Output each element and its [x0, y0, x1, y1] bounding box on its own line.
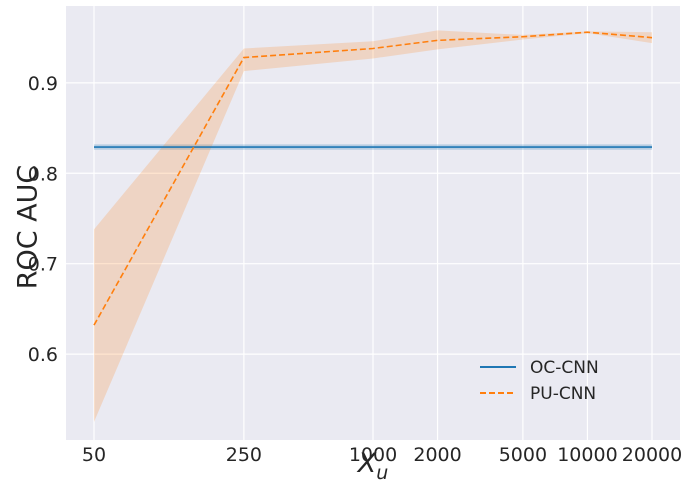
x-axis-label: Xu — [356, 448, 389, 484]
x-tick-label-10000: 10000 — [557, 444, 617, 466]
y-tick-label-0.9: 0.9 — [28, 73, 58, 95]
y-tick-labels: 0.6 0.7 0.8 0.9 — [28, 73, 58, 366]
x-tick-label-20000: 20000 — [622, 444, 682, 466]
x-tick-labels: 50 250 1000 2000 5000 10000 20000 — [82, 444, 682, 466]
legend-label-pu-cnn: PU-CNN — [530, 384, 596, 404]
x-tick-label-50: 50 — [82, 444, 106, 466]
legend: OC-CNN PU-CNN — [480, 358, 599, 404]
x-tick-label-2000: 2000 — [413, 444, 461, 466]
x-tick-label-5000: 5000 — [499, 444, 547, 466]
y-tick-label-0.8: 0.8 — [28, 163, 58, 185]
y-axis-label: ROC AUC — [13, 165, 44, 290]
x-tick-label-250: 250 — [226, 444, 262, 466]
legend-label-oc-cnn: OC-CNN — [530, 358, 599, 378]
x-tick-label-1000: 1000 — [349, 444, 397, 466]
series-lines — [93, 31, 653, 326]
grid — [66, 6, 680, 440]
y-tick-label-0.7: 0.7 — [28, 254, 58, 276]
y-tick-label-0.6: 0.6 — [28, 344, 58, 366]
